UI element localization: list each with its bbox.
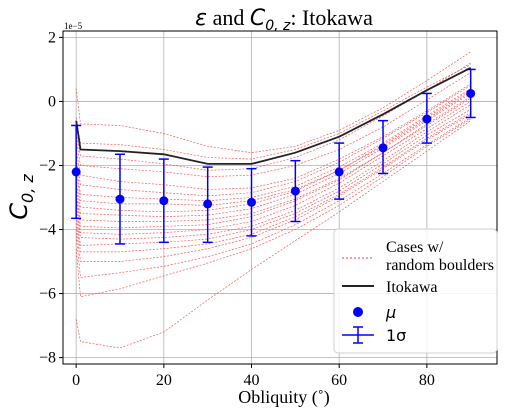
case-line (75, 104, 471, 240)
mu-point (115, 194, 125, 204)
mu-point (334, 167, 344, 177)
x-tick-label: 80 (419, 372, 435, 389)
title-rest: : Itokawa (290, 5, 373, 30)
mu-point (466, 88, 476, 98)
y-tick-label: 0 (48, 93, 56, 110)
legend-itokawa-label: Itokawa (386, 279, 438, 296)
case-line (75, 120, 471, 349)
legend: Cases w/ random boulders Itokawa μ 1σ (333, 228, 498, 354)
y-tick-label: −6 (39, 286, 56, 303)
y-tick-label: 2 (48, 29, 56, 46)
x-axis-label: Obliquity (˚) (238, 387, 330, 408)
mu-point (159, 196, 169, 206)
mu-point (203, 199, 213, 209)
case-line (75, 117, 471, 278)
legend-cases-label-line1: Cases w/ (386, 239, 444, 256)
legend-sigma-label-text: 1σ (386, 326, 406, 345)
itokawa-line (75, 66, 472, 165)
x-tick-label: 20 (156, 372, 172, 389)
y-multiplier: 1e−5 (64, 21, 83, 31)
y-axis-label-c: C (5, 203, 33, 220)
mu-point (290, 186, 300, 196)
title-c: C (250, 6, 266, 31)
title-and: and (207, 5, 250, 30)
legend-cases-label-line2: random boulders (386, 257, 494, 274)
case-line (75, 113, 471, 262)
legend-box (333, 228, 498, 354)
mu-point (422, 114, 432, 124)
legend-sigma-swatch (342, 326, 374, 344)
case-line (75, 62, 471, 171)
y-axis: −8 −6 −4 −2 0 2 (39, 29, 63, 367)
x-axis: 0 20 40 60 80 (72, 364, 435, 389)
case-line (75, 118, 471, 298)
y-tick-label: −8 (39, 350, 56, 367)
y-tick-label: −4 (39, 222, 56, 239)
y-axis-label: C0, z (5, 174, 37, 220)
itokawa-series (75, 66, 472, 165)
title-epsilon: ε (195, 6, 207, 31)
mu-point (247, 197, 257, 207)
x-tick-label: 60 (331, 372, 347, 389)
mu-point (71, 167, 81, 177)
mu-series (71, 88, 476, 209)
mu-point (378, 143, 388, 153)
x-tick-label: 40 (244, 372, 260, 389)
legend-mu-label: μ (385, 303, 396, 322)
plot-area-frame (62, 30, 498, 365)
x-tick-label: 0 (72, 372, 80, 389)
legend-sigma-label: 1σ (386, 326, 406, 345)
y-tick-label: −2 (39, 157, 56, 174)
title-subscript: 0, z (265, 18, 291, 34)
y-axis-label-subscript: 0, z (18, 174, 37, 203)
chart-title: ε and C0, z: Itokawa (195, 5, 373, 34)
legend-mu-marker (353, 307, 363, 317)
case-line (75, 64, 471, 160)
